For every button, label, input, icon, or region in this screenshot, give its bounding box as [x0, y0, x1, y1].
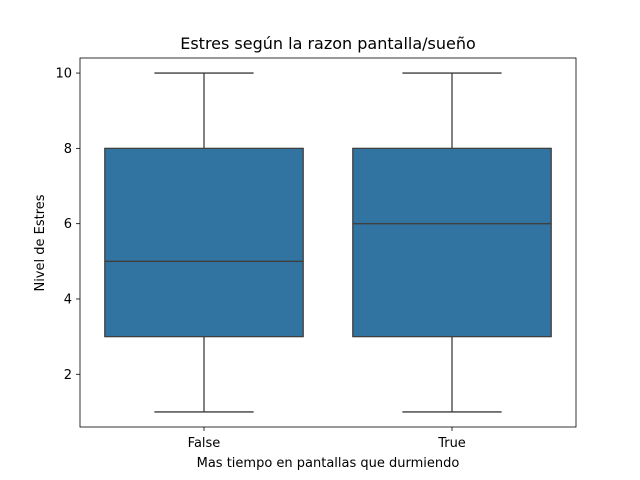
y-tick-label: 4	[64, 292, 72, 307]
iqr-box	[352, 147, 552, 338]
y-axis-label: Nivel de Estres	[33, 194, 48, 291]
box-true	[352, 72, 552, 413]
x-axis: False True	[188, 427, 466, 451]
box-false	[104, 72, 304, 413]
iqr-box	[104, 147, 304, 338]
plot-area	[79, 57, 577, 428]
y-axis: 2 4 6 8 10	[55, 67, 80, 383]
chart-title: Estres según la razon pantalla/sueño	[180, 34, 476, 53]
axes-frame	[79, 57, 577, 428]
y-tick-label: 6	[64, 217, 72, 232]
y-tick-label: 10	[55, 67, 72, 82]
x-tick-label: False	[188, 436, 221, 451]
y-tick-label: 8	[64, 142, 72, 157]
x-axis-label: Mas tiempo en pantallas que durmiendo	[197, 456, 460, 471]
x-tick-label: True	[437, 436, 466, 451]
y-tick-label: 2	[64, 368, 72, 383]
